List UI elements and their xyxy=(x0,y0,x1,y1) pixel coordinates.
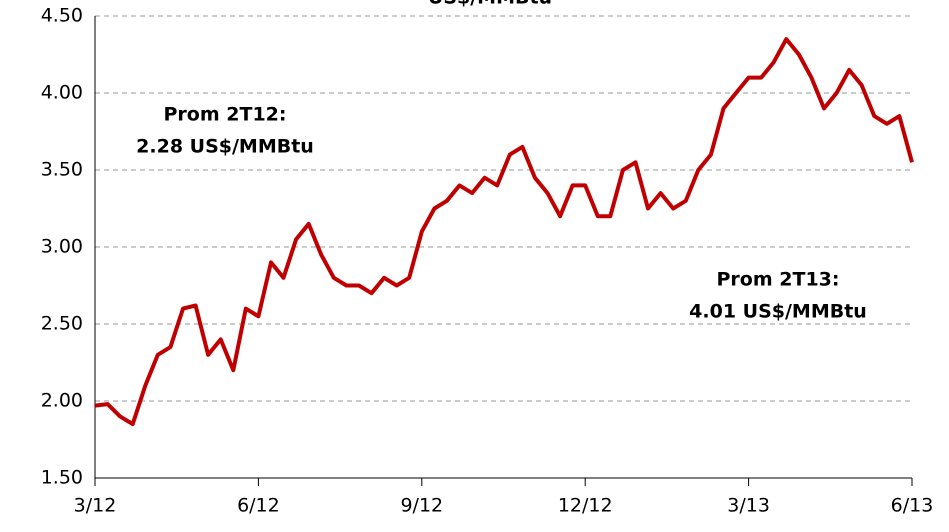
x-tick-label: 12/12 xyxy=(558,495,613,517)
y-tick-label: 3.00 xyxy=(41,236,83,258)
x-tick-label: 6/12 xyxy=(237,495,280,517)
x-tick-label: 9/12 xyxy=(400,495,443,517)
chart-title: US$/MMBtu xyxy=(428,0,552,9)
annotation: Prom 2T12: xyxy=(164,104,287,126)
line-series xyxy=(94,37,914,427)
y-tick-label: 2.50 xyxy=(41,313,83,335)
y-tick-label: 4.00 xyxy=(41,82,83,104)
x-tick-label: 3/13 xyxy=(727,495,770,517)
y-tick-label: 2.00 xyxy=(41,390,83,412)
annotation: Prom 2T13: xyxy=(717,269,840,291)
annotation: 4.01 US$/MMBtu xyxy=(689,301,867,323)
x-tick-label: 6/13 xyxy=(891,495,934,517)
y-tick-label: 1.50 xyxy=(41,467,83,489)
y-tick-label: 4.50 xyxy=(41,5,83,27)
x-tick-label: 3/12 xyxy=(74,495,117,517)
y-tick-label: 3.50 xyxy=(41,159,83,181)
annotation: 2.28 US$/MMBtu xyxy=(136,136,314,158)
